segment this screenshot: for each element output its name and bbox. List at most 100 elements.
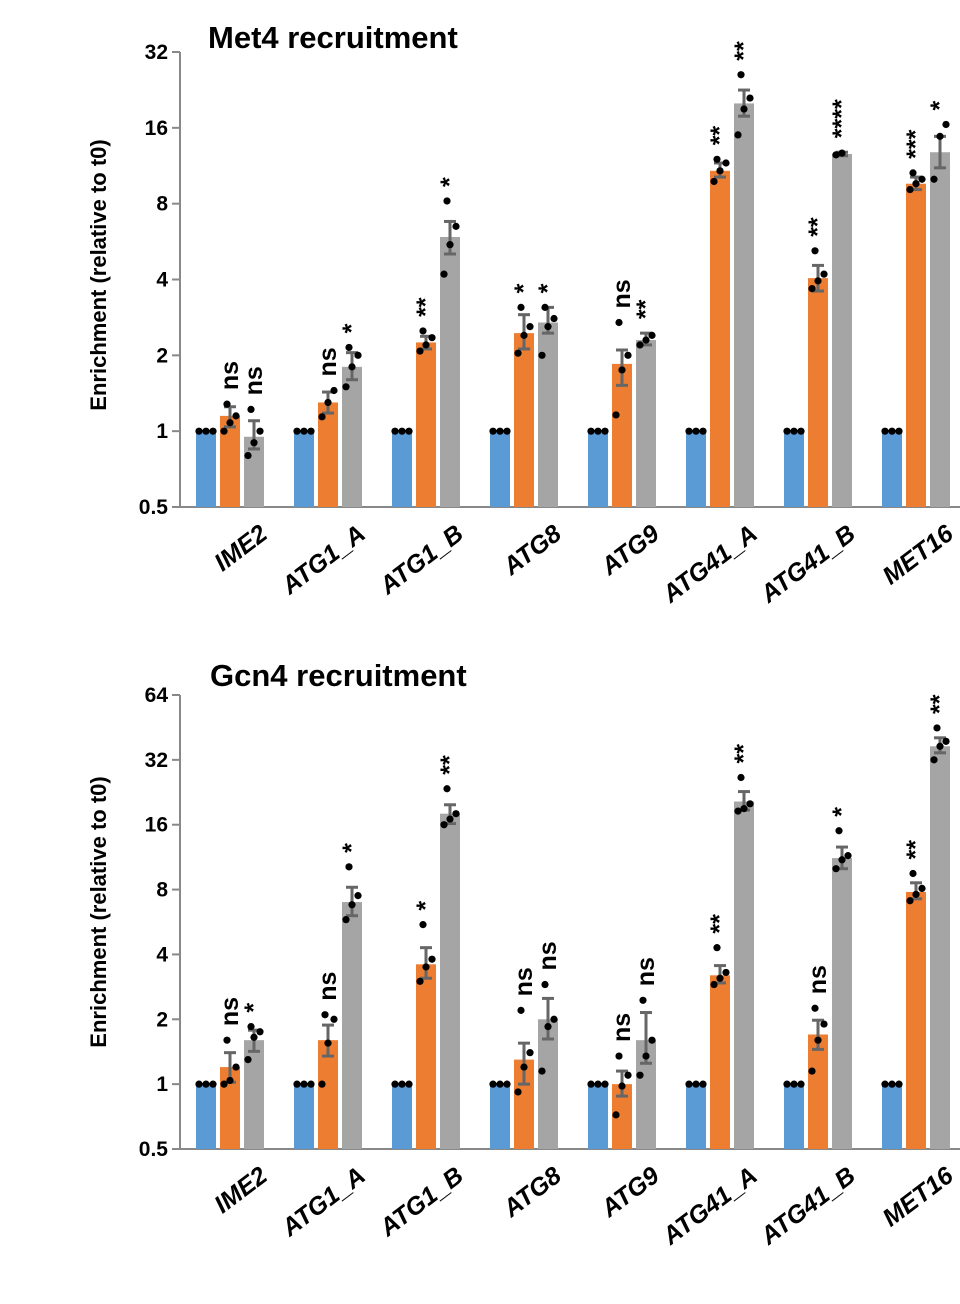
data-point-t2 (936, 742, 944, 750)
data-point-t2 (936, 132, 944, 140)
y-tick-label: 1 (156, 420, 168, 443)
data-point-t1 (906, 185, 914, 194)
significance-label: * (534, 283, 562, 293)
data-point-t1 (416, 977, 424, 985)
data-point-t0 (307, 427, 315, 435)
data-point-t1 (419, 921, 427, 929)
category-label: ATG9 (595, 1161, 664, 1223)
data-point-t2 (247, 405, 255, 414)
data-point-t1 (526, 323, 534, 331)
bar-t2 (440, 813, 460, 1149)
bar-t1 (318, 1040, 338, 1149)
data-point-t2 (734, 131, 742, 139)
data-point-t1 (624, 351, 632, 359)
data-point-t0 (699, 1080, 707, 1088)
data-point-t0 (489, 1080, 497, 1088)
bar-t2 (244, 1040, 264, 1149)
data-point-t2 (446, 815, 454, 823)
data-point-t1 (422, 963, 430, 971)
data-point-t1 (814, 1036, 822, 1044)
data-point-t0 (888, 427, 896, 435)
bar-t0 (490, 1084, 510, 1149)
bar-t0 (196, 431, 216, 507)
significance-label: ns (804, 965, 832, 994)
y-tick-label: 4 (156, 943, 168, 966)
data-point-t1 (814, 277, 822, 285)
data-point-t2 (541, 980, 549, 989)
data-point-t2 (345, 343, 353, 352)
bar-t2 (832, 858, 852, 1149)
data-point-t2 (642, 336, 650, 344)
bar-t1 (612, 1084, 632, 1149)
data-point-t2 (838, 856, 846, 864)
data-point-t2 (844, 852, 852, 860)
data-point-t1 (906, 897, 914, 905)
data-point-t1 (618, 366, 626, 374)
bar-t1 (710, 975, 730, 1149)
data-point-t1 (716, 974, 724, 982)
data-point-t2 (942, 120, 950, 129)
data-point-t2 (930, 756, 938, 764)
data-point-t2 (256, 427, 264, 435)
bar-t0 (196, 1084, 216, 1149)
data-point-t1 (416, 347, 424, 355)
data-point-t2 (250, 439, 258, 447)
data-point-t0 (895, 1080, 903, 1088)
significance-label: * (240, 1003, 268, 1013)
y-tick-label: 64 (145, 684, 169, 707)
data-point-t2 (930, 175, 938, 183)
data-point-t0 (209, 427, 217, 435)
y-tick-label: 0.5 (139, 1138, 169, 1161)
data-point-t0 (503, 1080, 511, 1088)
data-point-t1 (820, 270, 828, 278)
bar-t2 (734, 801, 754, 1149)
category-label: ATG1_B (374, 1161, 469, 1242)
data-point-t0 (594, 427, 602, 435)
data-point-t0 (307, 1080, 315, 1088)
data-point-t1 (324, 1039, 332, 1047)
bar-t1 (416, 342, 436, 507)
data-point-t2 (838, 149, 846, 157)
data-point-t2 (933, 724, 941, 732)
data-point-t0 (293, 1080, 301, 1088)
data-point-t1 (820, 1020, 828, 1028)
significance-label: * (510, 283, 538, 293)
data-point-t2 (443, 785, 451, 793)
data-point-t2 (244, 1055, 252, 1064)
data-point-t2 (446, 241, 454, 249)
significance-label: ns (240, 366, 268, 395)
data-point-t0 (209, 1080, 217, 1088)
data-point-t1 (226, 419, 234, 427)
data-point-t1 (526, 1049, 534, 1057)
bar-t1 (906, 183, 926, 507)
category-label: ATG41_B (755, 519, 861, 609)
data-point-t0 (601, 427, 609, 435)
data-point-t1 (722, 968, 730, 977)
significance-label: ns (216, 361, 244, 390)
data-point-t1 (226, 1076, 234, 1085)
data-point-t1 (710, 177, 718, 186)
data-point-t0 (783, 1080, 791, 1088)
data-point-t0 (685, 1080, 693, 1088)
category-label: IME2 (209, 1161, 273, 1219)
significance-label: ns (216, 997, 244, 1026)
significance-label: ** (436, 755, 464, 775)
data-point-t2 (550, 1015, 558, 1023)
chart-title: Met4 recruitment (208, 20, 458, 55)
significance-label: ** (730, 744, 758, 764)
bar-t1 (906, 891, 926, 1149)
bar-t1 (710, 170, 730, 507)
bar-t0 (294, 1084, 314, 1149)
data-point-t0 (790, 427, 798, 435)
data-point-t0 (692, 427, 700, 435)
data-point-t2 (636, 341, 644, 349)
data-point-t0 (881, 427, 889, 435)
data-point-t2 (544, 323, 552, 331)
data-point-t2 (648, 1036, 656, 1044)
y-tick-label: 16 (145, 814, 168, 837)
y-tick-label: 32 (145, 41, 168, 64)
significance-label: ** (706, 126, 734, 146)
significance-label: ** (412, 297, 440, 317)
data-point-t1 (716, 167, 724, 175)
bar-t1 (220, 415, 240, 507)
